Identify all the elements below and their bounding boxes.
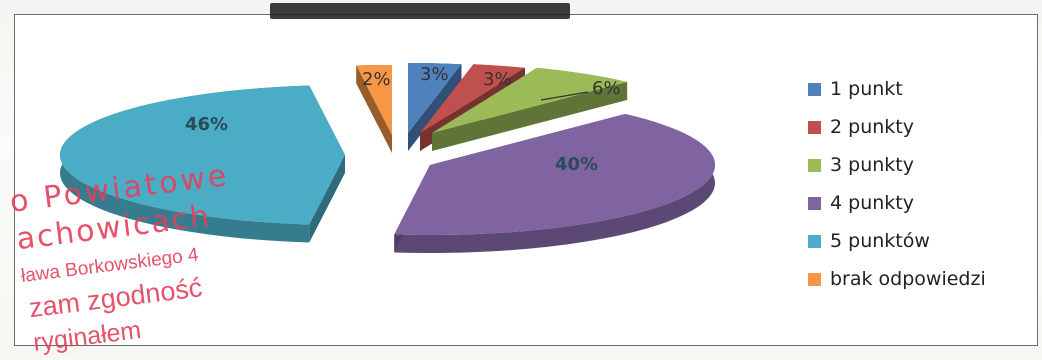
pie-slice-side bbox=[394, 113, 716, 253]
data-label-1-punkt: 3% bbox=[420, 64, 449, 85]
pie-slice-top bbox=[356, 65, 392, 135]
legend-label: 2 punkty bbox=[830, 116, 914, 138]
pie-slice-3-punkty bbox=[432, 67, 628, 151]
leader-line-3-punkty bbox=[540, 91, 589, 101]
pie-slice-top bbox=[394, 113, 715, 236]
data-label-brak-odpowiedzi: 2% bbox=[362, 69, 391, 90]
pie-slice-brak-odpowiedzi bbox=[356, 65, 392, 153]
pie-slices bbox=[60, 63, 716, 253]
legend-label: 3 punkty bbox=[830, 154, 914, 176]
pie-slice-top bbox=[60, 85, 346, 225]
pie-slice-top bbox=[432, 67, 628, 133]
data-label-2-punkty: 3% bbox=[483, 69, 512, 90]
data-label-3-punkty: 6% bbox=[592, 78, 621, 99]
legend-swatch bbox=[808, 197, 821, 210]
pie-slice-wall bbox=[309, 155, 345, 243]
data-label-4-punkty: 40% bbox=[555, 154, 598, 175]
legend: 1 punkt 2 punkty 3 punkty 4 punkty 5 punktów… bbox=[808, 78, 986, 290]
pie-slice-4-punkty bbox=[394, 113, 716, 253]
legend-label: brak odpowiedzi bbox=[830, 268, 986, 290]
legend-swatch bbox=[808, 273, 821, 286]
legend-swatch bbox=[808, 159, 821, 172]
legend-swatch bbox=[808, 83, 821, 96]
legend-label: 5 punktów bbox=[830, 230, 930, 252]
pie-slice-top bbox=[408, 63, 462, 133]
legend-swatch bbox=[808, 235, 821, 248]
data-labels: 2% 3% 3% 6% 40% 46% bbox=[185, 64, 621, 175]
legend-label: 1 punkt bbox=[830, 78, 903, 100]
pie-slice-top bbox=[420, 64, 525, 133]
pie-slice-1-punkt bbox=[408, 63, 462, 151]
pie-slice-wall bbox=[408, 64, 462, 151]
pie-slice-wall bbox=[356, 65, 392, 153]
legend-label: 4 punkty bbox=[830, 192, 914, 214]
pie-slice-wall bbox=[432, 81, 628, 151]
data-label-5-punktow: 46% bbox=[185, 114, 228, 135]
pie-slice-5-punktów bbox=[60, 85, 346, 243]
legend-swatch bbox=[808, 121, 821, 134]
cropped-title-band bbox=[270, 3, 570, 19]
